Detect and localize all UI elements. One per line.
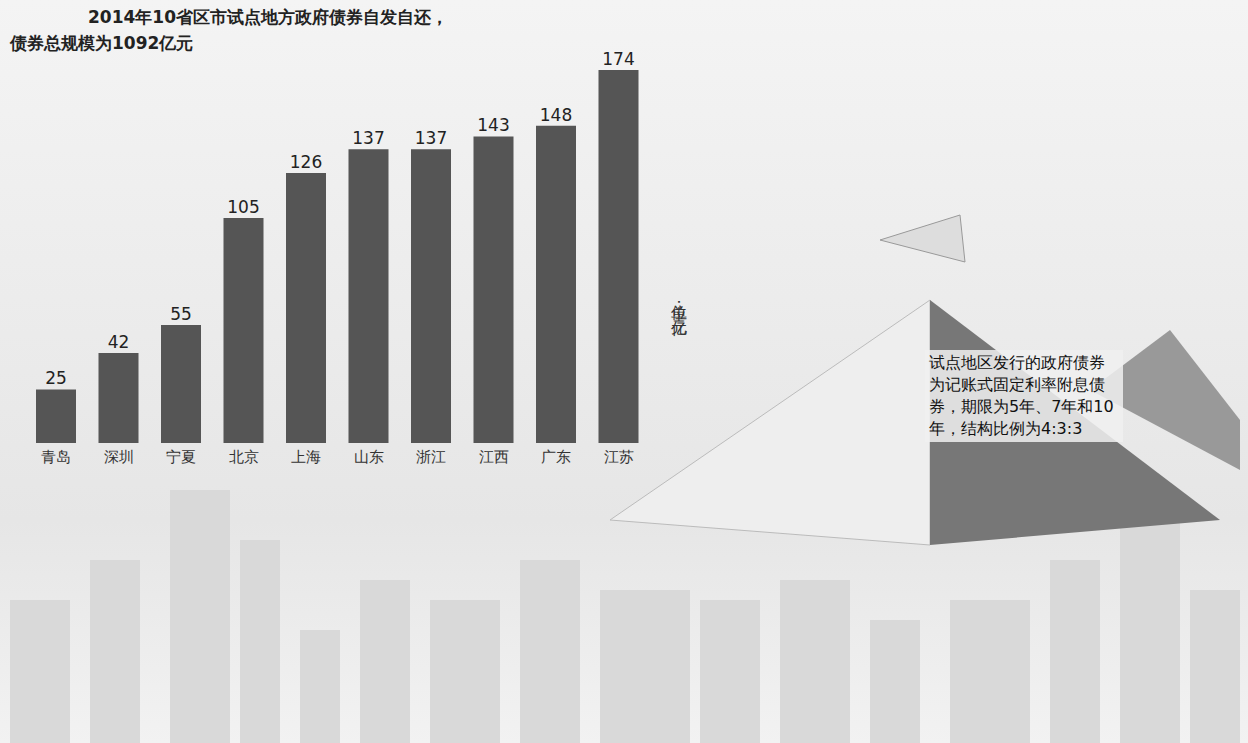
html-text:试点地区发行的政府债券为记账式固定利率附息债券，期限为5年、: 试点地区发行的政府债券为记账式固定利率附息债券，期限为5年、7年和10年，结构比…: [929, 353, 1114, 438]
svg-text:浙江: 浙江: [416, 448, 446, 466]
svg-text:上海: 上海: [291, 448, 321, 466]
svg-text:143: 143: [477, 115, 509, 135]
svg-text:137: 137: [352, 128, 384, 148]
svg-text:深圳: 深圳: [104, 448, 134, 466]
svg-text:174: 174: [602, 49, 634, 69]
svg-text:126: 126: [290, 152, 322, 172]
svg-text:北京: 北京: [229, 448, 259, 466]
svg-text:137: 137: [415, 128, 447, 148]
svg-text:25: 25: [45, 368, 67, 388]
svg-text:江苏: 江苏: [604, 448, 634, 466]
svg-text:广东: 广东: [541, 448, 571, 466]
html-text:债券总规模为1092亿元: 债券总规模为1092亿元: [10, 33, 194, 53]
svg-text:148: 148: [540, 105, 572, 125]
html-text:2014年10省区市试点地方政府债券自发自还，: 2014年10省区市试点地方政府债券自发自还，: [88, 7, 448, 27]
svg-text:山东: 山东: [354, 448, 384, 466]
svg-text:105: 105: [227, 197, 259, 217]
svg-text:55: 55: [170, 304, 192, 324]
svg-text:青岛: 青岛: [41, 448, 71, 466]
svg-text:42: 42: [108, 332, 130, 352]
html-text:单位：亿元: 单位：亿元: [670, 292, 689, 308]
svg-text:江西: 江西: [479, 448, 509, 466]
svg-text:宁夏: 宁夏: [166, 448, 196, 466]
